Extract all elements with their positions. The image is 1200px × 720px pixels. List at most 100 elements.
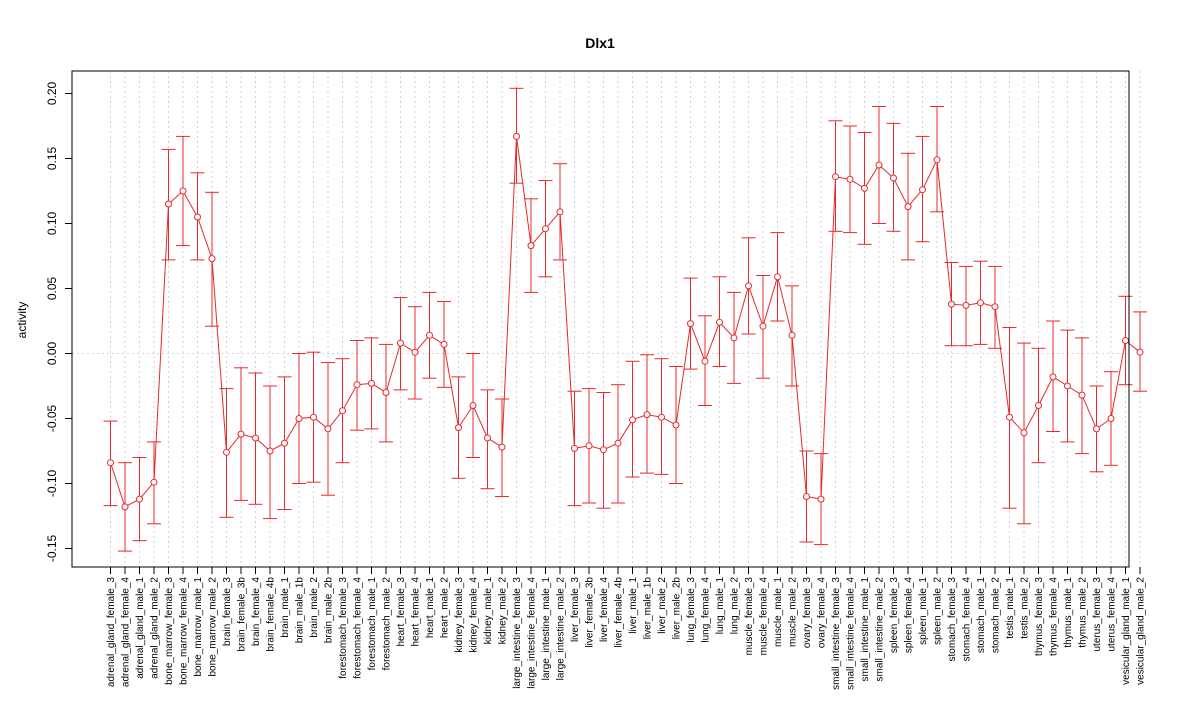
y-tick-label: 0.15 xyxy=(45,146,59,170)
data-point xyxy=(774,273,781,281)
x-tick-label: brain_female_3b xyxy=(237,577,248,652)
data-point xyxy=(208,255,216,263)
data-point xyxy=(121,503,129,511)
x-tick-label: small_intestine_female_3 xyxy=(831,577,842,690)
grid-lines xyxy=(72,71,1141,567)
data-point xyxy=(513,132,520,140)
y-tick-label: 0.05 xyxy=(45,276,59,300)
data-point xyxy=(484,434,491,442)
data-point xyxy=(803,493,810,500)
data-point xyxy=(556,208,564,216)
x-tick-label: muscle_male_2 xyxy=(788,577,799,647)
x-tick-label: stomach_male_1 xyxy=(976,577,987,654)
x-tick-label: bone_marrow_male_1 xyxy=(193,577,204,677)
x-tick-label: brain_male_2 xyxy=(309,577,320,638)
data-point xyxy=(150,478,158,486)
x-tick-label: liver_male_2 xyxy=(657,577,668,634)
data-point xyxy=(788,331,796,339)
x-tick-label: large_intestine_female_4 xyxy=(527,577,538,689)
data-point xyxy=(1122,337,1129,344)
x-tick-label: stomach_female_3 xyxy=(947,577,958,662)
data-point xyxy=(1093,425,1100,433)
data-point xyxy=(658,413,665,421)
data-point xyxy=(1020,429,1028,437)
data-point xyxy=(846,175,854,183)
data-point xyxy=(571,444,578,452)
x-tick-label: lung_male_1 xyxy=(715,577,726,635)
data-point xyxy=(687,320,694,328)
x-tick-label: kidney_female_4 xyxy=(469,577,480,653)
x-tick-label: bone_marrow_female_3 xyxy=(164,577,175,685)
data-point xyxy=(223,448,230,456)
x-tick-label: testis_male_2 xyxy=(1020,577,1031,639)
y-axis: -0.15 -0.10 -0.05 0.00 0.05 0.10 0.15 0.20 xyxy=(45,81,72,562)
y-tick-label: -0.10 xyxy=(45,470,59,498)
data-point xyxy=(629,416,636,424)
data-point xyxy=(237,430,245,438)
data-point xyxy=(353,381,361,389)
data-point xyxy=(1006,413,1013,421)
data-point xyxy=(527,242,535,250)
x-tick-label: uterus_female_4 xyxy=(1107,577,1118,652)
x-tick-label: forestomach_male_2 xyxy=(382,577,393,671)
x-tick-label: thymus_female_4 xyxy=(1049,577,1060,656)
x-tick-label: brain_male_2b xyxy=(324,577,335,644)
data-point xyxy=(1136,348,1144,356)
data-point xyxy=(194,213,201,221)
data-point xyxy=(875,161,883,169)
x-tick-label: ovary_female_4 xyxy=(817,577,828,649)
data-point xyxy=(1035,402,1042,409)
data-point xyxy=(324,425,332,433)
data-point xyxy=(1107,415,1115,422)
x-tick-label: brain_female_3 xyxy=(222,577,233,646)
x-tick-label: forestomach_female_4 xyxy=(353,577,364,679)
x-tick-label: muscle_male_1 xyxy=(773,577,784,647)
data-point xyxy=(745,282,752,290)
data-point xyxy=(919,186,926,194)
data-point xyxy=(542,225,549,233)
data-point xyxy=(832,173,839,181)
y-tick-label: -0.15 xyxy=(45,535,59,563)
data-point xyxy=(382,389,390,396)
x-tick-label: thymus_male_2 xyxy=(1078,577,1089,648)
x-tick-label: adrenal_gland_male_2 xyxy=(150,577,161,679)
x-tick-label: liver_female_4 xyxy=(599,577,610,642)
x-tick-label: bone_marrow_male_2 xyxy=(208,577,219,677)
data-point xyxy=(310,413,317,421)
data-point xyxy=(716,318,723,326)
data-point xyxy=(179,187,187,195)
series-line xyxy=(110,136,1141,508)
x-tick-label: spleen_male_1 xyxy=(918,577,929,645)
y-tick-label: 0.10 xyxy=(45,211,59,235)
plot-frame xyxy=(71,70,1130,568)
x-tick-label: heart_female_4 xyxy=(411,577,422,647)
data-point xyxy=(440,340,448,348)
x-tick-label: large_intestine_male_1 xyxy=(541,577,552,681)
x-tick-label: kidney_male_1 xyxy=(483,577,494,645)
x-tick-label: forestomach_female_3 xyxy=(338,577,349,679)
data-point xyxy=(759,322,767,330)
data-point xyxy=(107,459,114,467)
data-point xyxy=(585,442,593,450)
data-point xyxy=(614,439,622,447)
x-tick-label: spleen_male_2 xyxy=(933,577,944,645)
data-point xyxy=(1078,391,1086,399)
data-point xyxy=(1049,373,1057,381)
x-tick-label: kidney_male_2 xyxy=(498,577,509,645)
data-point xyxy=(962,301,970,309)
x-tick-label: forestomach_male_1 xyxy=(367,577,378,671)
x-tick-label: lung_female_4 xyxy=(701,577,712,643)
x-tick-label: liver_male_1 xyxy=(628,577,639,634)
x-tick-label: ovary_female_3 xyxy=(802,577,813,649)
data-point xyxy=(643,411,651,419)
x-tick-label: liver_male_1b xyxy=(643,577,654,640)
x-tick-label: heart_male_1 xyxy=(425,577,436,639)
y-tick-label: 0.20 xyxy=(45,81,59,105)
x-tick-label: spleen_female_3 xyxy=(889,577,900,654)
x-tick-label: small_intestine_male_2 xyxy=(875,577,886,682)
x-axis: adrenal_gland_female_3 adrenal_gland_fema… xyxy=(106,567,1147,690)
x-tick-label: brain_male_1 xyxy=(280,577,291,638)
y-tick-label: 0.00 xyxy=(45,341,59,365)
data-point xyxy=(600,446,607,454)
